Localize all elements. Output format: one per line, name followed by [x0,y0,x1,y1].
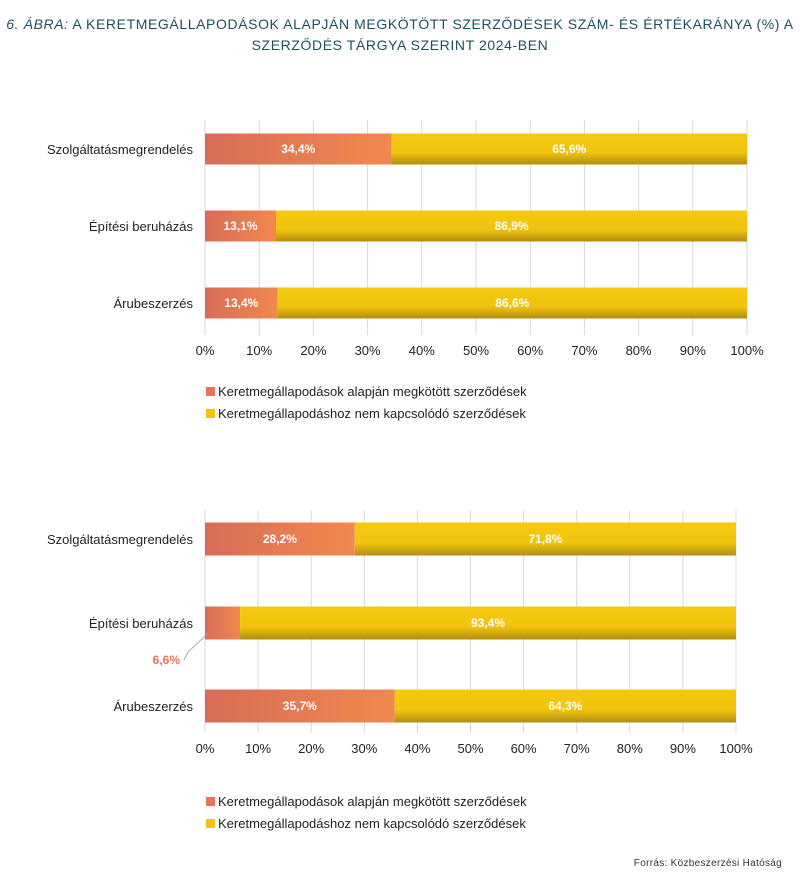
x-tick-label: 0% [196,741,215,756]
x-tick-label: 10% [245,741,271,756]
legend-chart-count: Keretmegállapodások alapján megkötött sz… [206,380,527,424]
source-note: Forrás: Közbeszerzési Hatóság [633,858,782,869]
legend-label-series2: Keretmegállapodáshoz nem kapcsolódó szer… [218,405,526,421]
legend-item-series2: Keretmegállapodáshoz nem kapcsolódó szer… [206,812,527,834]
legend-chart-value: Keretmegállapodások alapján megkötött sz… [206,790,527,834]
data-label: 28,2% [263,532,297,546]
bar-chart-count: 0% 10% 20% 30% 40% 50% 60% 70% 80% 90% 100% Szolgál… [47,120,764,358]
x-tick-label: 10% [246,343,272,358]
x-tick-label: 80% [626,343,652,358]
x-tick-label: 60% [511,741,537,756]
legend-swatch-series2 [206,408,215,418]
bar-segment-series2 [277,287,747,319]
legend-label-series1: Keretmegállapodások alapján megkötött sz… [218,383,527,399]
data-label: 64,3% [548,699,582,713]
data-label: 86,6% [495,296,529,310]
x-tick-label: 40% [409,343,435,358]
data-label: 13,4% [224,296,258,310]
legend-item-series2: Keretmegállapodáshoz nem kapcsolódó szer… [206,402,527,424]
data-label: 86,9% [494,219,528,233]
bar-segment-series2 [354,522,736,556]
data-label: 13,1% [223,219,257,233]
x-tick-label: 70% [564,741,590,756]
x-tick-label: 40% [404,741,430,756]
x-tick-label: 50% [463,343,489,358]
bar-segment-series1 [205,210,277,242]
bar-segment-series2 [394,689,736,723]
bar-segment-series2 [240,606,736,640]
data-label: 71,8% [528,532,562,546]
x-tick-label: 70% [571,343,597,358]
data-label: 34,4% [281,142,315,156]
x-tick-label: 100% [730,343,764,358]
legend-swatch-series2 [206,818,215,828]
category-label: Szolgáltatásmegrendelés [47,532,193,547]
bar-segment-series1 [205,606,241,640]
figure-label: 6. ábra: [6,16,69,32]
bar-segment-series2 [276,210,747,242]
data-label: 93,4% [471,616,505,630]
legend-item-series1: Keretmegállapodások alapján megkötött sz… [206,790,527,812]
x-tick-label: 90% [680,343,706,358]
x-tick-label: 0% [196,343,215,358]
data-label: 35,7% [283,699,317,713]
x-tick-label: 30% [351,741,377,756]
leader-line [183,633,209,661]
category-label: Építési beruházás [89,219,194,234]
x-tick-label: 30% [355,343,381,358]
x-tick-label: 80% [617,741,643,756]
data-label: 65,6% [552,142,586,156]
x-tick-label: 90% [670,741,696,756]
legend-label-series1: Keretmegállapodások alapján megkötött sz… [218,793,527,809]
x-tick-label: 50% [457,741,483,756]
x-tick-label: 60% [517,343,543,358]
legend-swatch-series1 [206,796,215,806]
bar-segment-series1 [205,133,392,165]
x-tick-label: 20% [298,741,324,756]
category-label: Építési beruházás [89,616,194,631]
figure-title-text: A keretmegállapodások alapján megkötött … [72,16,794,53]
legend-label-series2: Keretmegállapodáshoz nem kapcsolódó szer… [218,815,526,831]
x-tick-label: 100% [719,741,753,756]
legend-swatch-series1 [206,386,215,396]
bar-chart-value: 0% 10% 20% 30% 40% 50% 60% 70% 80% 90% 100% Szolgál… [47,510,753,756]
category-label: Árubeszerzés [114,699,194,714]
bar-segment-series1 [205,522,355,556]
data-label: 6,6% [153,653,181,667]
bar-segment-series1 [205,689,395,723]
category-label: Árubeszerzés [114,296,194,311]
category-label: Szolgáltatásmegrendelés [47,142,193,157]
bar-segment-series1 [205,287,278,319]
legend-item-series1: Keretmegállapodások alapján megkötött sz… [206,380,527,402]
x-tick-label: 20% [300,343,326,358]
chart-title: 6. ábra: A keretmegállapodások alapján m… [0,14,800,56]
bar-segment-series2 [391,133,747,165]
